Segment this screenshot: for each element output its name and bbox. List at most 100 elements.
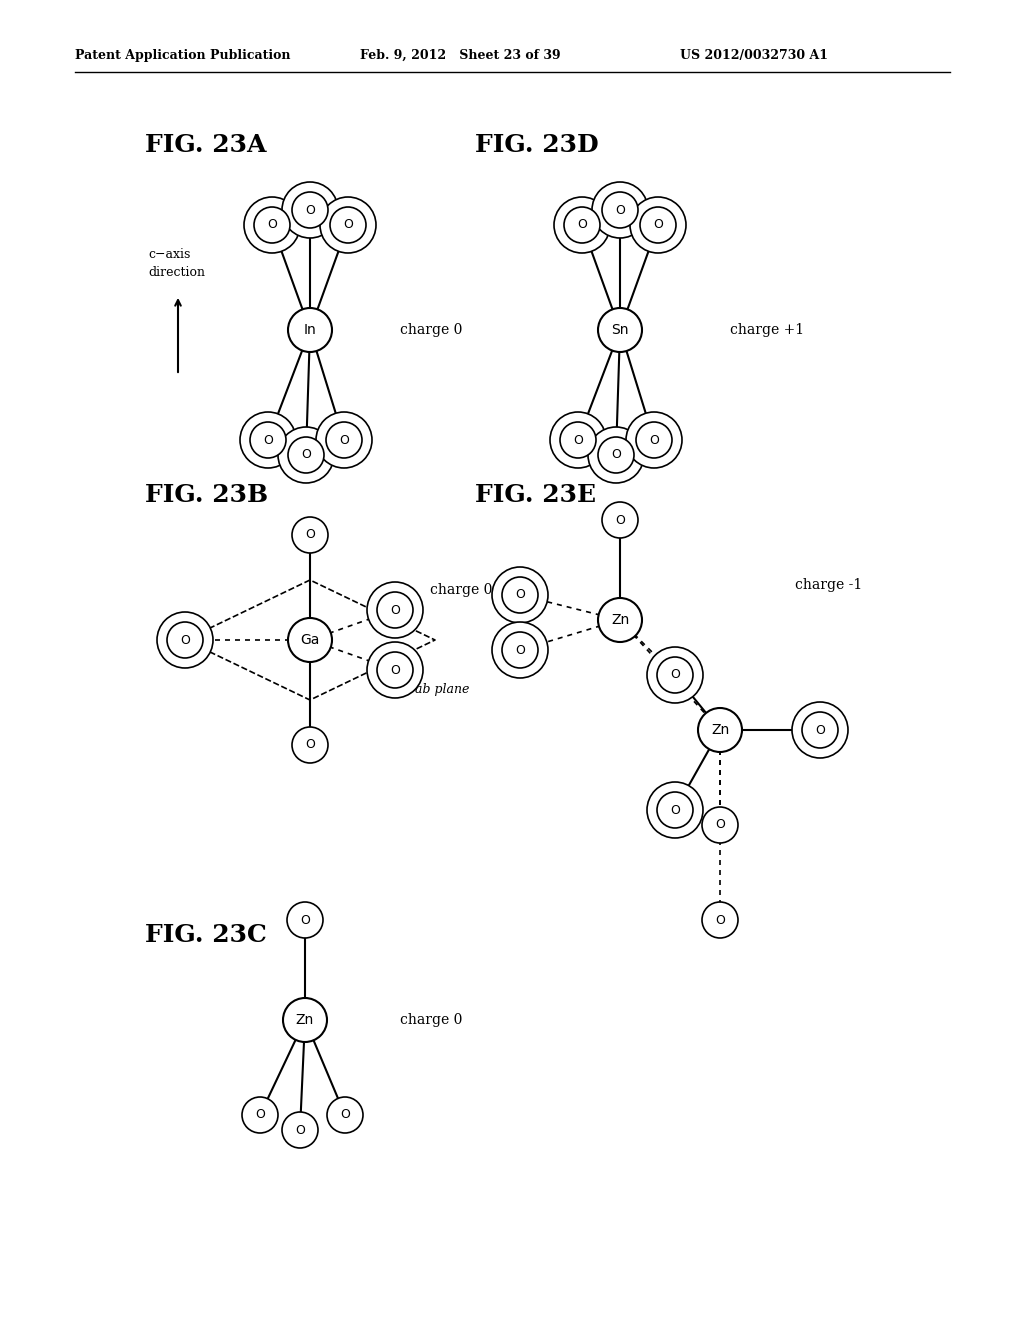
Text: O: O: [611, 449, 621, 462]
Text: O: O: [715, 913, 725, 927]
Circle shape: [636, 422, 672, 458]
Text: O: O: [263, 433, 273, 446]
Circle shape: [630, 197, 686, 253]
Circle shape: [367, 582, 423, 638]
Circle shape: [640, 207, 676, 243]
Circle shape: [282, 182, 338, 238]
Text: FIG. 23C: FIG. 23C: [145, 923, 267, 946]
Text: O: O: [670, 668, 680, 681]
Circle shape: [287, 902, 323, 939]
Text: In: In: [304, 323, 316, 337]
Circle shape: [792, 702, 848, 758]
Circle shape: [327, 1097, 362, 1133]
Text: US 2012/0032730 A1: US 2012/0032730 A1: [680, 49, 828, 62]
Text: FIG. 23A: FIG. 23A: [145, 133, 266, 157]
Circle shape: [657, 657, 693, 693]
Text: O: O: [267, 219, 276, 231]
Circle shape: [492, 622, 548, 678]
Circle shape: [598, 437, 634, 473]
Text: O: O: [300, 913, 310, 927]
Circle shape: [588, 426, 644, 483]
Text: Feb. 9, 2012   Sheet 23 of 39: Feb. 9, 2012 Sheet 23 of 39: [360, 49, 560, 62]
Text: O: O: [180, 634, 189, 647]
Circle shape: [240, 412, 296, 469]
Circle shape: [282, 1111, 318, 1148]
Text: charge 0: charge 0: [400, 1012, 463, 1027]
Text: O: O: [515, 644, 525, 656]
Text: O: O: [339, 433, 349, 446]
Text: FIG. 23B: FIG. 23B: [145, 483, 268, 507]
Circle shape: [702, 807, 738, 843]
Text: O: O: [515, 589, 525, 602]
Circle shape: [492, 568, 548, 623]
Circle shape: [502, 577, 538, 612]
Circle shape: [564, 207, 600, 243]
Text: O: O: [390, 664, 400, 676]
Circle shape: [802, 711, 838, 748]
Circle shape: [502, 632, 538, 668]
Text: O: O: [390, 603, 400, 616]
Text: O: O: [255, 1109, 265, 1122]
Text: O: O: [653, 219, 663, 231]
Circle shape: [560, 422, 596, 458]
Circle shape: [657, 792, 693, 828]
Text: O: O: [573, 433, 583, 446]
Circle shape: [602, 502, 638, 539]
Circle shape: [647, 781, 703, 838]
Circle shape: [554, 197, 610, 253]
Text: O: O: [670, 804, 680, 817]
Text: O: O: [305, 203, 315, 216]
Circle shape: [647, 647, 703, 704]
Circle shape: [288, 437, 324, 473]
Circle shape: [377, 652, 413, 688]
Circle shape: [316, 412, 372, 469]
Text: O: O: [578, 219, 587, 231]
Circle shape: [598, 308, 642, 352]
Circle shape: [254, 207, 290, 243]
Text: Patent Application Publication: Patent Application Publication: [75, 49, 291, 62]
Circle shape: [377, 591, 413, 628]
Text: charge 0: charge 0: [430, 583, 493, 597]
Text: c−axis: c−axis: [148, 248, 190, 261]
Text: O: O: [615, 203, 625, 216]
Circle shape: [367, 642, 423, 698]
Circle shape: [244, 197, 300, 253]
Text: ab plane: ab plane: [415, 684, 469, 697]
Circle shape: [292, 191, 328, 228]
Text: direction: direction: [148, 267, 205, 280]
Circle shape: [288, 618, 332, 663]
Text: FIG. 23D: FIG. 23D: [475, 133, 599, 157]
Text: Zn: Zn: [296, 1012, 314, 1027]
Circle shape: [292, 517, 328, 553]
Circle shape: [602, 191, 638, 228]
Circle shape: [242, 1097, 278, 1133]
Circle shape: [278, 426, 334, 483]
Text: charge -1: charge -1: [795, 578, 862, 591]
Text: O: O: [301, 449, 311, 462]
Text: FIG. 23E: FIG. 23E: [475, 483, 596, 507]
Circle shape: [167, 622, 203, 657]
Text: Zn: Zn: [611, 612, 629, 627]
Text: Sn: Sn: [611, 323, 629, 337]
Circle shape: [288, 308, 332, 352]
Text: O: O: [815, 723, 825, 737]
Circle shape: [157, 612, 213, 668]
Circle shape: [283, 998, 327, 1041]
Text: charge +1: charge +1: [730, 323, 804, 337]
Circle shape: [702, 902, 738, 939]
Circle shape: [592, 182, 648, 238]
Circle shape: [330, 207, 366, 243]
Text: O: O: [340, 1109, 350, 1122]
Circle shape: [250, 422, 286, 458]
Text: O: O: [295, 1123, 305, 1137]
Text: O: O: [715, 818, 725, 832]
Circle shape: [598, 598, 642, 642]
Text: Ga: Ga: [300, 634, 319, 647]
Text: O: O: [305, 528, 315, 541]
Text: O: O: [305, 738, 315, 751]
Circle shape: [550, 412, 606, 469]
Circle shape: [326, 422, 362, 458]
Text: O: O: [649, 433, 658, 446]
Text: O: O: [615, 513, 625, 527]
Text: Zn: Zn: [711, 723, 729, 737]
